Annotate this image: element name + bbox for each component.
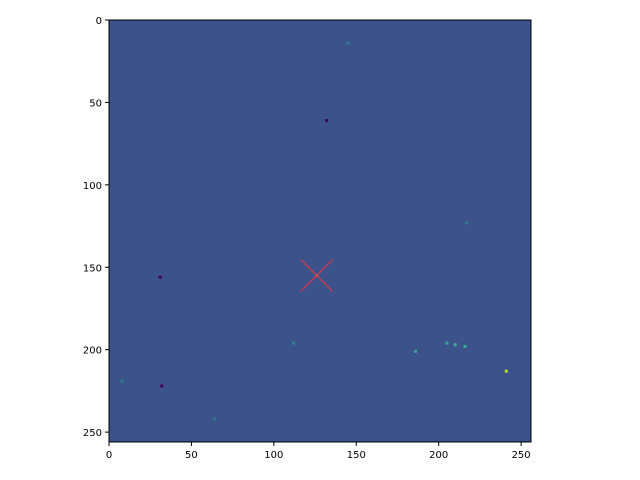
plot-area	[108, 19, 532, 443]
x-tick-label: 50	[185, 450, 198, 461]
heatmap-feature	[213, 417, 216, 421]
heatmap-feature	[292, 341, 296, 345]
heatmap-feature	[120, 379, 124, 383]
y-tick-label: 250	[83, 428, 102, 439]
heatmap-feature	[158, 275, 162, 279]
marker-stroke	[300, 258, 334, 293]
heatmap-background	[109, 20, 531, 442]
heatmap-feature	[445, 341, 449, 345]
x-tick-label: 100	[264, 450, 283, 461]
x-tick-label: 200	[429, 450, 448, 461]
heatmap-feature	[346, 41, 350, 45]
heatmap-feature	[465, 221, 469, 225]
heatmap-feature	[160, 384, 164, 388]
y-axis: 0 50 100 150 200 250	[83, 16, 109, 439]
target-marker	[300, 258, 334, 293]
x-tick-label: 150	[347, 450, 366, 461]
y-tick-label: 100	[83, 181, 102, 192]
heatmap-feature	[325, 119, 329, 123]
x-tick-label: 250	[512, 450, 531, 461]
y-tick-label: 50	[89, 98, 102, 109]
heatmap-feature	[414, 349, 418, 353]
x-axis: 0 50 100 150 200 250	[106, 442, 531, 461]
y-tick-label: 200	[83, 346, 102, 357]
axes-frame	[108, 19, 532, 443]
x-tick-label: 0	[106, 450, 112, 461]
heatmap-feature	[463, 344, 467, 348]
y-tick-label: 150	[83, 263, 102, 274]
y-tick-label: 0	[96, 16, 102, 27]
heatmap-feature	[453, 343, 457, 347]
heatmap-feature	[504, 369, 508, 373]
